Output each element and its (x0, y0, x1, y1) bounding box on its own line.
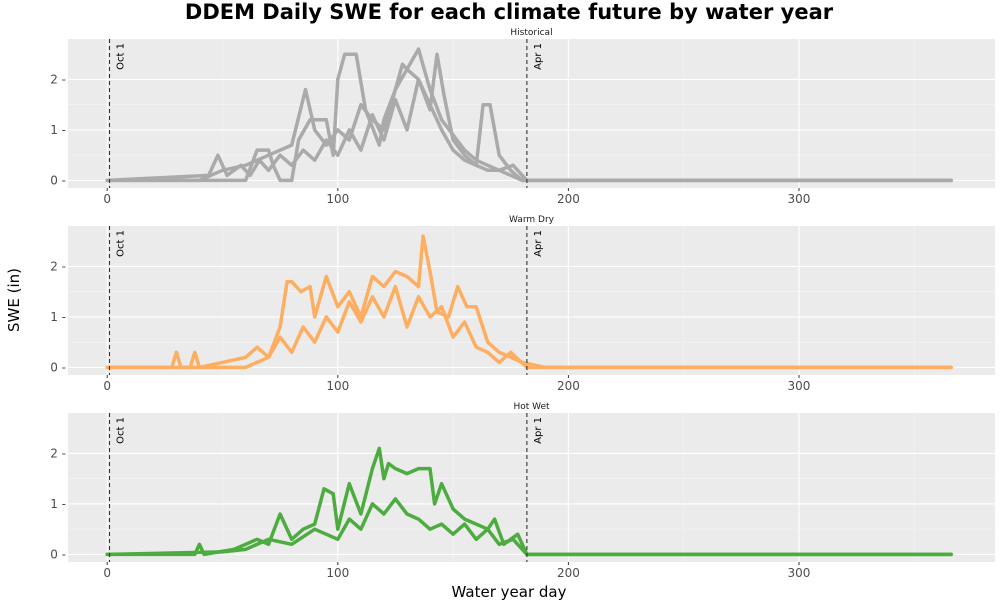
x-tick-label: 100 (326, 192, 349, 206)
y-tick-label: 2 - (50, 446, 66, 460)
x-tick-label: 300 (788, 566, 811, 580)
reference-label: Oct 1 (116, 417, 127, 444)
y-axis-title: SWE (in) (5, 268, 23, 332)
y-tick-label: 2 - (50, 259, 66, 273)
reference-label: Apr 1 (533, 43, 544, 70)
panel-1: Warm Dry Oct 1 Apr 1 0 - 1 - 2 - 0 100 200 300 (50, 215, 995, 393)
x-tick-label: 200 (557, 192, 580, 206)
reference-label: Oct 1 (116, 230, 127, 257)
series-line-1 (105, 497, 953, 557)
y-tick-label: 1 - (50, 310, 66, 324)
reference-label: Apr 1 (533, 417, 544, 444)
x-tick-label: 0 (103, 566, 111, 580)
y-tick-label: 0 - (50, 547, 66, 561)
y-tick-label: 2 - (50, 72, 66, 86)
reference-label: Oct 1 (116, 43, 127, 70)
panel-0: Historical Oct 1 Apr 1 0 - 1 - 2 - 0 100 200 300 (50, 28, 995, 206)
x-tick-label: 300 (788, 192, 811, 206)
x-tick-label: 200 (557, 379, 580, 393)
series-line-0 (105, 52, 953, 183)
series-line-0 (105, 446, 953, 557)
panel-2: Hot Wet Oct 1 Apr 1 0 - 1 - 2 - 0 100 200 300 (50, 402, 995, 580)
chart-title: DDEM Daily SWE for each climate future b… (185, 0, 834, 24)
reference-label: Apr 1 (533, 230, 544, 257)
y-tick-label: 0 - (50, 360, 66, 374)
y-tick-label: 1 - (50, 497, 66, 511)
panel-label: Warm Dry (509, 215, 555, 225)
panel-label: Hot Wet (513, 402, 550, 412)
panel-background (68, 226, 995, 375)
series-line-2 (105, 52, 953, 183)
series-line-0 (105, 234, 953, 370)
y-tick-label: 1 - (50, 123, 66, 137)
panel-background (68, 413, 995, 562)
x-tick-label: 0 (103, 192, 111, 206)
series-line-1 (105, 284, 953, 370)
y-tick-label: 0 - (50, 173, 66, 187)
x-tick-label: 100 (326, 379, 349, 393)
x-tick-label: 100 (326, 566, 349, 580)
x-tick-label: 0 (103, 379, 111, 393)
panel-label: Historical (510, 28, 552, 38)
x-axis-title: Water year day (452, 583, 567, 600)
x-tick-label: 200 (557, 566, 580, 580)
panel-background (68, 39, 995, 188)
x-tick-label: 300 (788, 379, 811, 393)
series-line-1 (105, 47, 953, 183)
